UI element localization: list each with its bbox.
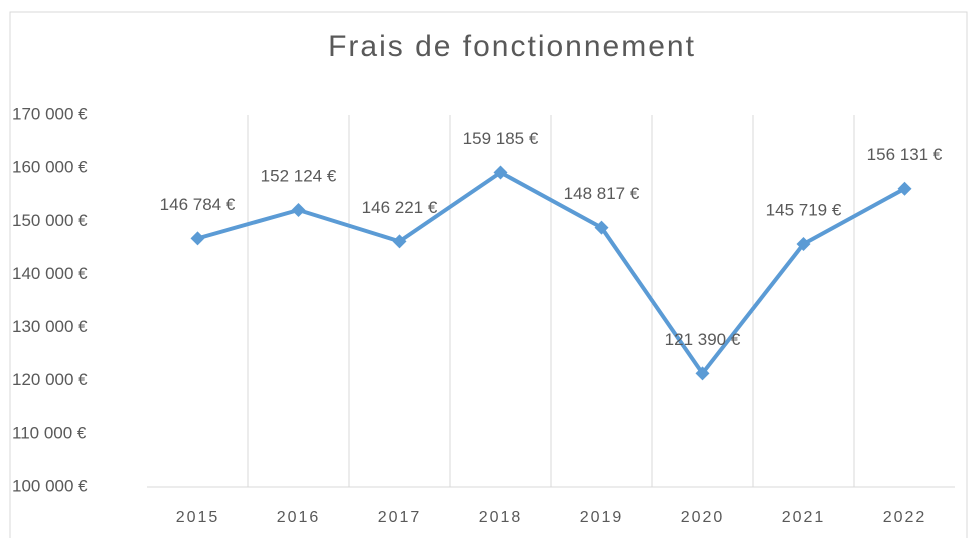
- x-tick-label: 2021: [782, 509, 826, 526]
- data-label: 146 221 €: [362, 198, 438, 217]
- y-tick-label: 110 000 €: [12, 423, 87, 442]
- data-label: 121 390 €: [665, 330, 741, 349]
- x-tick-label: 2019: [580, 509, 624, 526]
- data-label: 148 817 €: [564, 184, 640, 203]
- data-label: 156 131 €: [867, 145, 943, 164]
- y-tick-label: 120 000 €: [12, 370, 88, 389]
- x-tick-label: 2017: [378, 509, 422, 526]
- data-label: 152 124 €: [261, 166, 337, 185]
- y-tick-label: 140 000 €: [12, 264, 88, 283]
- y-tick-label: 170 000 €: [12, 104, 88, 123]
- y-tick-label: 160 000 €: [12, 158, 88, 177]
- marker: [392, 234, 407, 249]
- x-tick-label: 2022: [883, 509, 927, 526]
- marker: [291, 202, 306, 217]
- marker: [493, 165, 508, 180]
- data-label: 145 719 €: [766, 201, 842, 220]
- x-tick-label: 2015: [176, 509, 220, 526]
- marker: [796, 237, 811, 252]
- y-tick-label: 150 000 €: [12, 211, 88, 230]
- marker: [190, 231, 205, 246]
- x-tick-label: 2020: [681, 509, 725, 526]
- chart-border: [9, 11, 968, 538]
- marker: [695, 366, 710, 381]
- marker: [594, 220, 609, 235]
- y-tick-label: 100 000 €: [12, 476, 88, 495]
- marker: [897, 181, 912, 196]
- chart-title: Frais de fonctionnement: [328, 30, 696, 63]
- data-label: 159 185 €: [463, 129, 539, 148]
- y-tick-label: 130 000 €: [12, 317, 88, 336]
- line: [196, 170, 906, 376]
- x-tick-label: 2018: [479, 509, 523, 526]
- data-label: 146 784 €: [160, 195, 236, 214]
- x-tick-label: 2016: [277, 509, 321, 526]
